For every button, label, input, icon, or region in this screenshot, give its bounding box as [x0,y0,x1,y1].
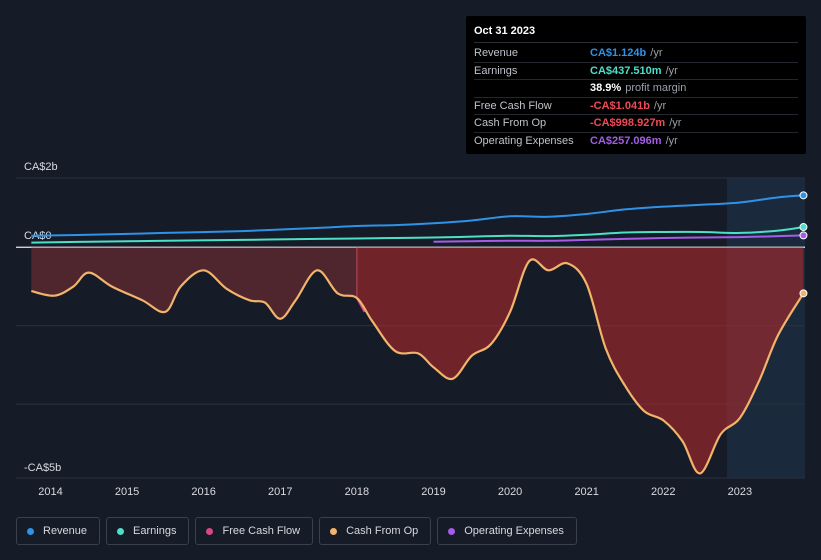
x-tick-label: 2020 [498,486,522,498]
legend-item-free-cash-flow[interactable]: Free Cash Flow [195,517,314,545]
series-line-revenue [31,194,804,237]
tooltip-panel: Oct 31 2023 Revenue CA$1.124b/yr Earnings C… [466,16,806,154]
tooltip-row-label: Revenue [474,47,519,59]
cash-from-op-area-early [31,247,357,319]
series-end-marker [799,191,808,200]
legend-label: Free Cash Flow [222,525,301,537]
tooltip-row-unit: /yr [653,99,667,112]
x-tick-label: 2019 [421,486,445,498]
legend-item-earnings[interactable]: Earnings [106,517,190,545]
tooltip-row: 38.9% profit margin [474,80,798,98]
legend-dot-icon [448,527,456,535]
x-tick-label: 2018 [345,486,369,498]
tooltip-row: Earnings CA$437.510m/yr [474,63,798,81]
series-line-cash-from-op [31,258,805,475]
tooltip-row-unit: /yr [665,64,678,77]
x-tick-label: 2016 [191,486,215,498]
legend-label: Operating Expenses [464,525,564,537]
tooltip-row-label: Cash From Op [474,117,547,130]
legend-item-operating-expenses[interactable]: Operating Expenses [437,517,577,545]
tooltip-row-unit: /yr [669,117,682,130]
x-tick-label: 2014 [38,486,62,498]
tooltip-row-value: CA$1.124b [590,47,647,59]
tooltip-row: Operating Expenses CA$257.096m/yr [474,133,798,150]
tooltip-row-unit: profit margin [625,82,687,95]
tooltip-row-value: 38.9% [590,82,622,95]
y-tick-label: CA$2b [24,161,58,173]
legend-label: Cash From Op [346,525,419,537]
tooltip-row: Free Cash Flow -CA$1.041b/yr [474,98,798,116]
tooltip-row-label: Operating Expenses [474,134,574,147]
tooltip-row: Cash From Op -CA$998.927m/yr [474,115,798,133]
legend-dot-icon [206,527,214,535]
legend: Revenue Earnings Free Cash Flow Cash From O… [16,517,577,545]
legend-item-cash-from-op[interactable]: Cash From Op [319,517,432,545]
tooltip-row-value: CA$437.510m [590,64,662,77]
series-line-operating-expenses [433,234,804,243]
tooltip-row-label [474,80,590,97]
series-line-earnings [31,226,804,244]
tooltip-row-unit: /yr [650,47,663,59]
tooltip-row-label: Free Cash Flow [474,99,552,112]
tooltip-row-unit: /yr [665,134,678,147]
x-tick-label: 2022 [651,486,675,498]
cash-from-op-area-late [356,247,804,474]
x-tick-label: 2017 [268,486,292,498]
tooltip-row-label: Earnings [474,64,518,77]
tooltip-row: Revenue CA$1.124b/yr [474,45,798,63]
y-tick-label: -CA$5b [24,462,61,474]
x-tick-label: 2023 [728,486,752,498]
legend-dot-icon [117,527,125,535]
x-tick-label: 2015 [115,486,139,498]
tooltip-row-value: -CA$998.927m [590,117,666,130]
legend-label: Revenue [43,525,88,537]
x-tick-label: 2021 [574,486,598,498]
legend-dot-icon [27,527,34,535]
series-end-marker [799,289,808,298]
series-end-marker [799,223,808,232]
tooltip-row-value: -CA$1.041b [590,99,650,112]
legend-label: Earnings [133,525,177,537]
series-end-marker [799,231,808,240]
tooltip-row-value: CA$257.096m [590,134,662,147]
tooltip-date: Oct 31 2023 [474,24,798,43]
legend-item-revenue[interactable]: Revenue [16,517,101,545]
legend-dot-icon [330,527,338,535]
